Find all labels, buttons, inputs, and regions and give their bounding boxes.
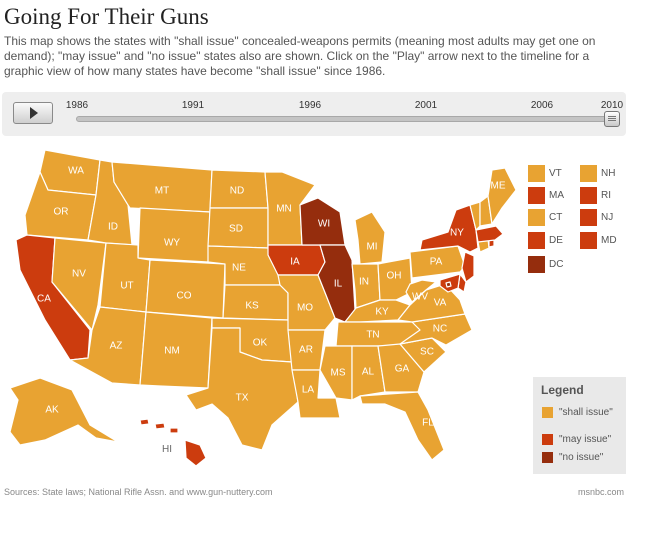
page-title: Going For Their Guns (4, 4, 209, 29)
timeline-year: 2010 (600, 100, 624, 111)
state-HI[interactable] (139, 418, 207, 467)
ne-label-NJ: NJ (601, 212, 614, 223)
state-CO[interactable]: CO (145, 259, 226, 319)
credit-note: msnbc.com (578, 487, 625, 497)
legend-label-may-issue: "may issue" (559, 434, 612, 445)
ne-key-MD[interactable] (580, 232, 597, 249)
state-MT[interactable]: MT (111, 161, 213, 213)
legend-title: Legend (541, 383, 584, 397)
timeline-year: 1986 (65, 100, 89, 111)
play-button[interactable] (13, 102, 53, 124)
ne-key-RI[interactable] (580, 187, 597, 204)
legend-swatch-may-issue (542, 434, 553, 445)
state-AR[interactable]: AR (287, 329, 326, 371)
ne-key-NJ[interactable] (580, 209, 597, 226)
state-NM[interactable]: NM (139, 311, 213, 389)
ne-key-VT[interactable] (528, 165, 545, 182)
ne-label-DC: DC (549, 259, 564, 270)
state-IA[interactable]: IA (267, 244, 326, 276)
legend-swatch-no-issue (542, 452, 553, 463)
timeline-year: 2001 (414, 100, 438, 111)
ne-label-CT: CT (549, 212, 563, 223)
state-WI[interactable]: WI (299, 197, 346, 246)
legend-label-shall-issue: "shall issue" (559, 407, 613, 418)
ne-label-MD: MD (601, 235, 617, 246)
map-description: This map shows the states with "shall is… (4, 34, 596, 78)
state-MA[interactable] (475, 225, 504, 243)
timeline-year: 2006 (530, 100, 554, 111)
state-ME[interactable]: ME (487, 167, 517, 225)
legend-label-no-issue: "no issue" (559, 452, 604, 463)
state-MS[interactable]: MS (319, 345, 353, 401)
state-FL[interactable]: FL (359, 391, 445, 461)
ne-label-MA: MA (549, 190, 564, 201)
ne-key-CT[interactable] (528, 209, 545, 226)
ne-label-DE: DE (549, 235, 563, 246)
map-panel: Going For Their Guns This map shows the … (2, 4, 626, 497)
timeline-year: 1991 (181, 100, 205, 111)
ne-key-MA[interactable] (528, 187, 545, 204)
source-note: Sources: State laws; National Rifle Assn… (4, 487, 273, 497)
timeline-slider-handle[interactable] (604, 111, 620, 127)
ne-key-DC[interactable] (528, 256, 545, 273)
state-KS[interactable]: KS (222, 284, 289, 321)
state-MI[interactable]: MI (354, 211, 386, 265)
ne-key-DE[interactable] (528, 232, 545, 249)
state-NY[interactable]: NY (419, 204, 479, 253)
legend-swatch-shall-issue (542, 407, 553, 418)
timeline: 1986 1991 1996 2001 2006 2010 (2, 92, 626, 136)
timeline-year: 1996 (298, 100, 322, 111)
ne-key-NH[interactable] (580, 165, 597, 182)
state-AK[interactable]: AK (9, 377, 119, 446)
us-map: WA OR CA NV ID MT WY UT AZ CO NM ND SD N… (9, 149, 517, 467)
ne-label-RI: RI (601, 190, 611, 201)
state-WA[interactable]: WA (39, 149, 101, 196)
state-DC[interactable] (445, 281, 452, 288)
state-SD[interactable]: SD (207, 207, 269, 249)
timeline-track[interactable] (76, 116, 616, 122)
state-PA[interactable]: PA (409, 245, 466, 279)
ne-label-NH: NH (601, 168, 616, 179)
ne-label-VT: VT (549, 168, 562, 179)
state-ND[interactable]: ND (209, 169, 269, 209)
state-WY[interactable]: WY (137, 207, 211, 263)
legend: Legend "shall issue" "may issue" "no iss… (533, 377, 626, 474)
state-NJ[interactable] (461, 251, 475, 283)
hi-label: HI (162, 444, 172, 455)
